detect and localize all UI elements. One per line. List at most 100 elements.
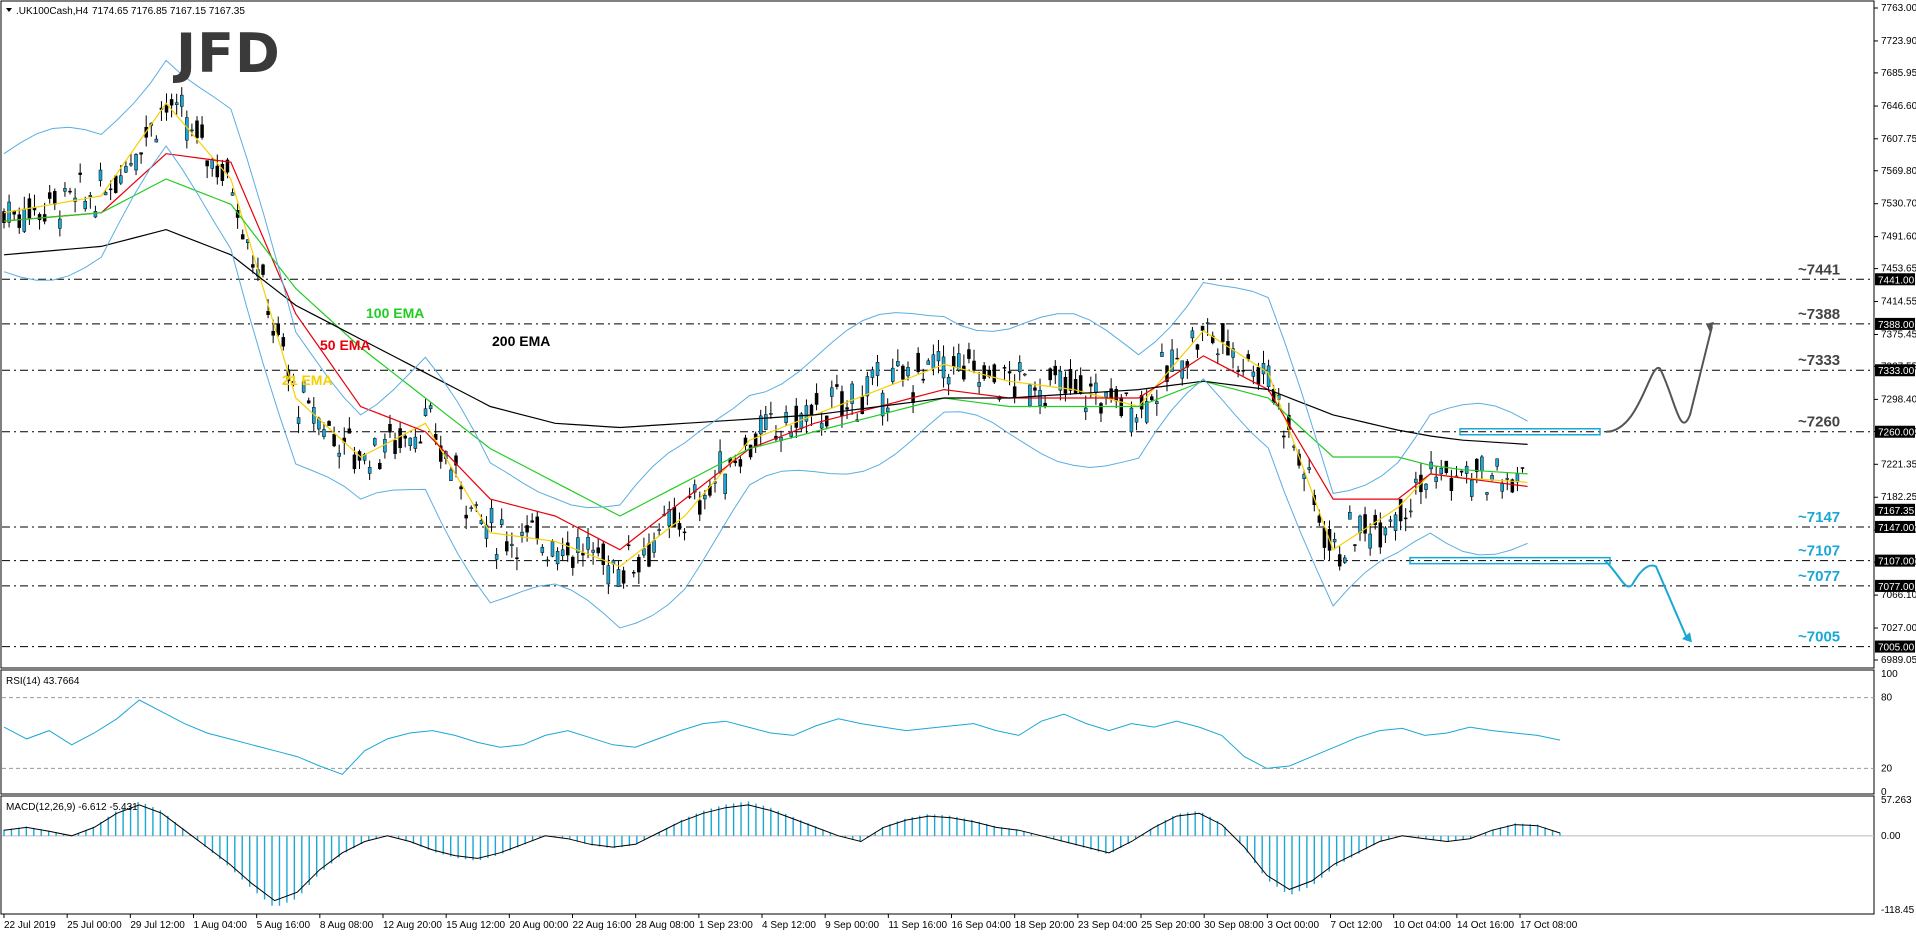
candle-body [83,201,88,210]
candle-body [510,543,514,546]
level-label: ~7005 [1798,629,1840,646]
time-axis-label: 28 Aug 08:00 [636,920,695,931]
candle-body [474,504,479,506]
candle-body [1175,357,1179,360]
time-axis-label: 1 Aug 04:00 [194,920,248,931]
candle-body [327,421,331,426]
ema-label: 200 EMA [492,333,550,349]
candle-body [1403,517,1408,520]
bullish-arrowhead-icon [1706,321,1714,333]
time-axis-label: 7 Oct 12:00 [1331,920,1383,931]
level-label: ~7260 [1798,414,1840,431]
candle-body [1210,335,1215,344]
candle-body [550,541,555,557]
current-price-tag: 7167.35 [1878,506,1915,517]
candle-body [240,234,245,240]
candle-body [505,541,509,552]
time-axis-label: 17 Oct 08:00 [1520,920,1578,931]
candle-body [784,412,788,423]
candle-body [271,330,275,336]
candle-body [301,381,306,393]
candle-body [266,311,270,315]
time-axis-label: 25 Jul 00:00 [67,920,122,931]
candle-body [885,407,890,413]
candle-body [1322,528,1327,548]
candle-body [408,437,413,446]
candle-body [169,99,174,106]
candle-body [449,469,453,482]
candle-body [1104,392,1108,398]
candle-body [22,208,27,232]
candle-body [540,546,545,553]
ema-line-3 [3,178,1528,517]
candle-body [1083,407,1088,413]
candle-body [1434,476,1438,482]
candle-body [931,354,936,369]
ema-line-4 [3,228,1528,445]
candle-body [1393,514,1398,531]
candle-body [139,152,143,155]
candle-body [322,429,326,437]
time-axis-label: 9 Sep 00:00 [825,920,879,931]
candle-body [1495,458,1499,467]
level-tag: 7260.00 [1878,428,1915,439]
ohlc-label: 7174.65 7176.85 7167.15 7167.35 [92,6,245,17]
candle-body [1073,379,1078,395]
candle-body [1155,401,1159,405]
candle-body [581,552,585,556]
candle-body [418,441,423,444]
candle-body [794,405,799,428]
candle-body [819,422,824,429]
candle-body [906,367,910,377]
candle-body [1307,467,1311,470]
candle-body [164,104,169,113]
candle-body [1343,557,1347,563]
time-axis-label: 5 Aug 16:00 [257,920,311,931]
rsi-layer [2,697,1874,775]
collapse-triangle-icon[interactable] [6,8,12,12]
candle-body [1068,369,1073,391]
price-axis-label: 7375.45 [1881,329,1916,340]
rsi-axis-label: 100 [1881,669,1898,680]
candle-body [1033,387,1037,391]
level-tag: 7388.00 [1878,320,1915,331]
level-label: ~7441 [1798,261,1840,278]
candle-body [555,551,560,565]
candle-body [647,543,651,567]
level-label: ~7147 [1798,509,1840,526]
macd-panel-frame [0,795,1875,915]
bearish-arrowhead-icon [1682,632,1692,643]
time-axis-label: 30 Sep 08:00 [1204,920,1264,931]
candle-body [93,211,98,218]
candle-body [1348,512,1352,520]
rsi-axis-label: 20 [1881,763,1893,774]
candle-body [1515,473,1520,483]
candle-body [835,384,839,387]
candle-body [291,381,296,383]
candle-body [596,547,600,554]
time-axis-label: 4 Sep 12:00 [762,920,816,931]
candle-body [1089,383,1093,387]
candle-body [230,192,235,196]
level-tag: 7441.00 [1878,275,1915,286]
candle-body [372,438,377,446]
candle-body [1378,522,1383,548]
price-axis-label: 7298.40 [1881,394,1916,405]
candle-body [962,365,966,380]
candle-body [941,356,946,379]
candle-body [428,405,433,410]
candle-body [576,537,580,553]
candle-body [393,440,397,454]
candle-body [1510,479,1515,493]
candle-body [1043,402,1047,407]
support-zone [1409,556,1611,565]
candle-body [972,360,976,371]
candle-body [1053,365,1058,376]
candle-body [870,369,875,378]
macd-axis-label: 57.263 [1881,795,1912,806]
rsi-axis-label: 80 [1881,693,1893,704]
candle-body [378,462,382,469]
time-axis-label: 23 Sep 04:00 [1078,920,1138,931]
candle-body [499,519,504,525]
level-tag-bg [1875,425,1915,438]
